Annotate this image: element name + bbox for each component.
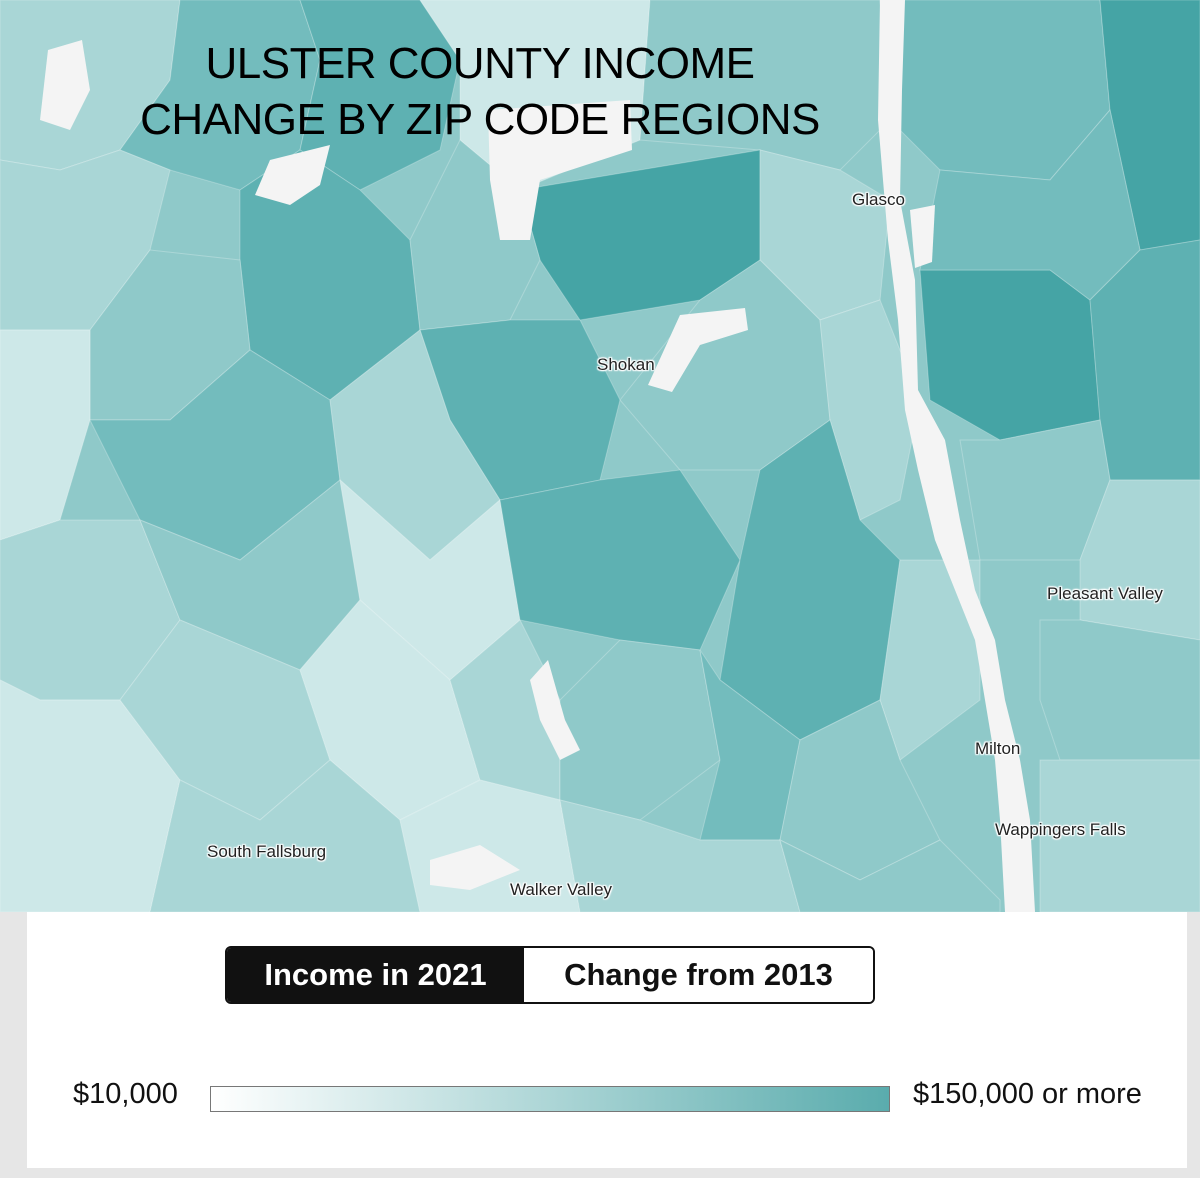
place-label-wappingers-falls: Wappingers Falls [995,820,1126,839]
place-label-south-fallsburg: South Fallsburg [207,842,327,861]
legend-scale-min: $10,000 [73,1078,178,1110]
map-title-line-2: CHANGE BY ZIP CODE REGIONS [140,95,820,144]
no-data-area [430,845,520,890]
no-data-area [488,100,632,240]
place-label-pleasant-valley: Pleasant Valley [1047,584,1163,603]
map-title: ULSTER COUNTY INCOME CHANGE BY ZIP CODE … [60,36,900,148]
legend-scale-max: $150,000 or more [913,1078,1142,1110]
no-data-area [255,145,330,205]
tab-change-from-2013[interactable]: Change from 2013 [524,948,873,1002]
zip-region[interactable] [149,759,421,912]
place-label-walker-valley: Walker Valley [510,880,613,899]
legend-color-scale [210,1086,890,1112]
zip-region[interactable] [779,839,1001,912]
zip-region[interactable] [299,0,461,191]
place-label-shokan: Shokan [597,355,655,374]
zip-region[interactable] [559,799,801,912]
zip-region[interactable] [1039,759,1200,912]
place-label-glasco: Glasco [852,190,905,209]
zip-region[interactable] [0,329,91,541]
tab-income-2021[interactable]: Income in 2021 [227,948,524,1002]
hudson-river [878,0,1035,912]
zip-region[interactable] [499,469,741,651]
no-data-area [648,308,748,392]
map-title-line-1: ULSTER COUNTY INCOME [205,39,755,88]
legend-panel: Income in 2021 Change from 2013 $10,000 … [27,912,1187,1168]
no-data-area [40,40,90,130]
place-label-milton: Milton [975,739,1021,758]
metric-toggle[interactable]: Income in 2021 Change from 2013 [225,946,875,1004]
no-data-area [910,205,935,268]
map-regions [0,0,1200,912]
choropleth-map[interactable]: ULSTER COUNTY INCOME CHANGE BY ZIP CODE … [0,0,1200,912]
zip-region[interactable] [1039,619,1200,761]
no-data-area [530,660,580,760]
